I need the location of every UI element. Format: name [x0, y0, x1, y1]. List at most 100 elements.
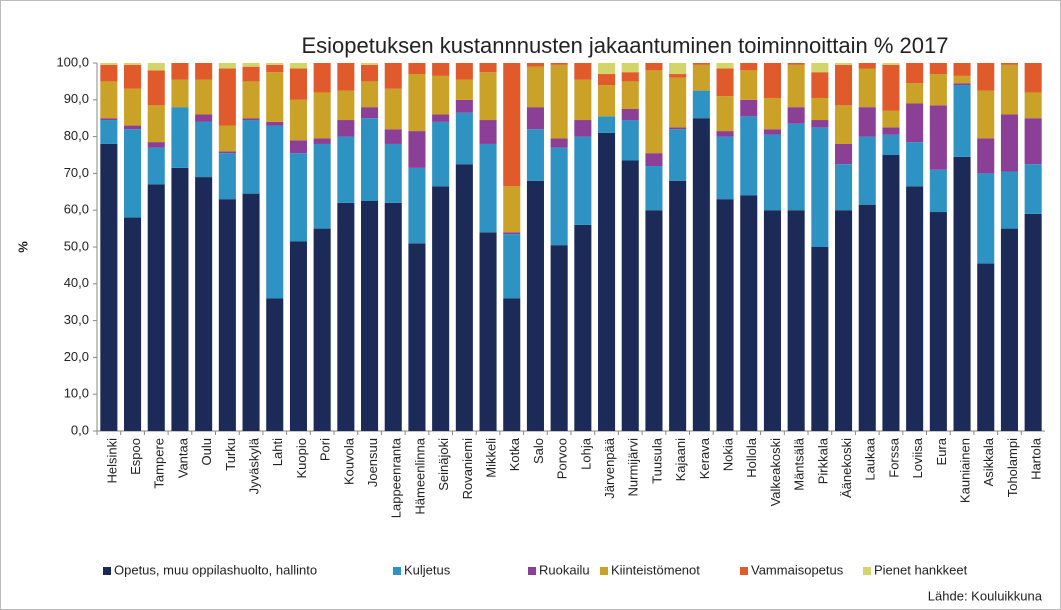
bar-segment	[740, 99, 758, 117]
bar-segment	[503, 63, 521, 187]
bar-segment	[479, 63, 497, 73]
bar-segment	[977, 63, 995, 91]
x-tick-label: Eura	[934, 437, 949, 465]
bar-segment	[550, 64, 568, 139]
bar-segment	[574, 224, 592, 431]
bar-segment	[100, 63, 118, 65]
bar-segment	[1000, 228, 1018, 431]
bar-segment	[242, 66, 260, 82]
bar-segment	[289, 99, 307, 141]
bar-segment	[906, 63, 924, 84]
bar-segment	[289, 140, 307, 154]
bar-segment	[242, 63, 260, 67]
bar-segment	[621, 160, 639, 431]
legend-swatch	[600, 567, 608, 575]
bar-segment	[1000, 63, 1018, 65]
bar-segment	[906, 186, 924, 431]
x-tick-label: Pori	[318, 438, 333, 461]
bar-segment	[526, 129, 544, 181]
bar-segment	[171, 63, 189, 80]
x-tick-label: Järvenpää	[602, 437, 617, 498]
x-tick-label: Äänekoski	[839, 438, 854, 498]
bar-segment	[147, 142, 165, 148]
bar-segment	[882, 110, 900, 128]
x-tick-label: Valkeakoski	[768, 438, 783, 507]
x-tick-label: Helsinki	[104, 438, 119, 484]
bar-segment	[408, 243, 426, 431]
bar-segment	[455, 99, 473, 113]
bar-segment	[337, 63, 355, 91]
bar-segment	[645, 210, 663, 431]
bar-segment	[882, 127, 900, 135]
bar-segment	[124, 63, 142, 65]
x-tick-label: Hämeenlinna	[412, 437, 427, 514]
bar-segment	[100, 118, 118, 121]
bar-segment	[598, 85, 616, 117]
bar-segment	[526, 66, 544, 108]
bar-segment	[621, 63, 639, 73]
bar-segment	[100, 143, 118, 431]
bar-segment	[550, 147, 568, 246]
bar-segment	[289, 68, 307, 100]
bar-segment	[432, 63, 450, 76]
bar-segment	[432, 75, 450, 115]
bar-segment	[906, 142, 924, 187]
x-tick-label: Pirkkala	[815, 437, 830, 484]
x-tick-label: Mikkeli	[483, 438, 498, 478]
bar-segment	[929, 169, 947, 213]
bar-segment	[313, 138, 331, 144]
legend-swatch	[393, 567, 401, 575]
bar-segment	[408, 63, 426, 75]
bar-segment	[124, 64, 142, 89]
bar-segment	[977, 90, 995, 139]
bar-segment	[455, 164, 473, 431]
x-tick-label: Jyväskylä	[246, 437, 261, 494]
bar-segment	[266, 121, 284, 126]
bar-segment	[811, 247, 829, 431]
bar-segment	[740, 70, 758, 100]
y-tick-label: 100,0	[56, 54, 89, 69]
bar-segment	[953, 83, 971, 86]
bar-segment	[763, 134, 781, 211]
bar-segment	[147, 105, 165, 143]
y-tick-label: 70,0	[64, 165, 89, 180]
bar-segment	[408, 167, 426, 244]
bar-segment	[195, 114, 213, 122]
bar-segment	[882, 64, 900, 111]
bar-segment	[455, 63, 473, 80]
bar-segment	[1024, 63, 1042, 93]
bar-segment	[337, 120, 355, 137]
bar-segment	[361, 201, 379, 431]
bar-segment	[692, 64, 710, 91]
bar-segment	[882, 134, 900, 155]
bar-segment	[266, 125, 284, 299]
x-tick-label: Forssa	[886, 437, 901, 478]
x-tick-label: Tampere	[152, 438, 167, 489]
bar-segment	[266, 298, 284, 431]
source: Lähde: Kouluikkuna	[928, 588, 1043, 603]
bar-segment	[195, 177, 213, 431]
x-tick-label: Lappeenranta	[389, 437, 404, 518]
bar-segment	[811, 63, 829, 73]
bar-segment	[479, 72, 497, 121]
bar-segment	[124, 125, 142, 130]
bar-segment	[313, 228, 331, 431]
bar-segment	[289, 241, 307, 431]
bar-segment	[669, 129, 687, 181]
x-tick-label: Oulu	[199, 438, 214, 465]
bar-segment	[621, 109, 639, 121]
bar-segment	[195, 121, 213, 178]
bar-segment	[645, 153, 663, 167]
bar-segment	[763, 63, 781, 98]
x-tick-label: Nurmijärvi	[626, 438, 641, 497]
y-tick-label: 40,0	[64, 275, 89, 290]
legend-label: Kiinteistömenot	[611, 562, 700, 577]
bar-segment	[455, 112, 473, 165]
bar-segment	[621, 120, 639, 161]
bar-segment	[1024, 92, 1042, 119]
bar-segment	[124, 88, 142, 126]
x-tick-label: Kotka	[507, 437, 522, 471]
bar-segment	[858, 136, 876, 205]
bar-segment	[835, 105, 853, 144]
bar-segment	[384, 88, 402, 130]
